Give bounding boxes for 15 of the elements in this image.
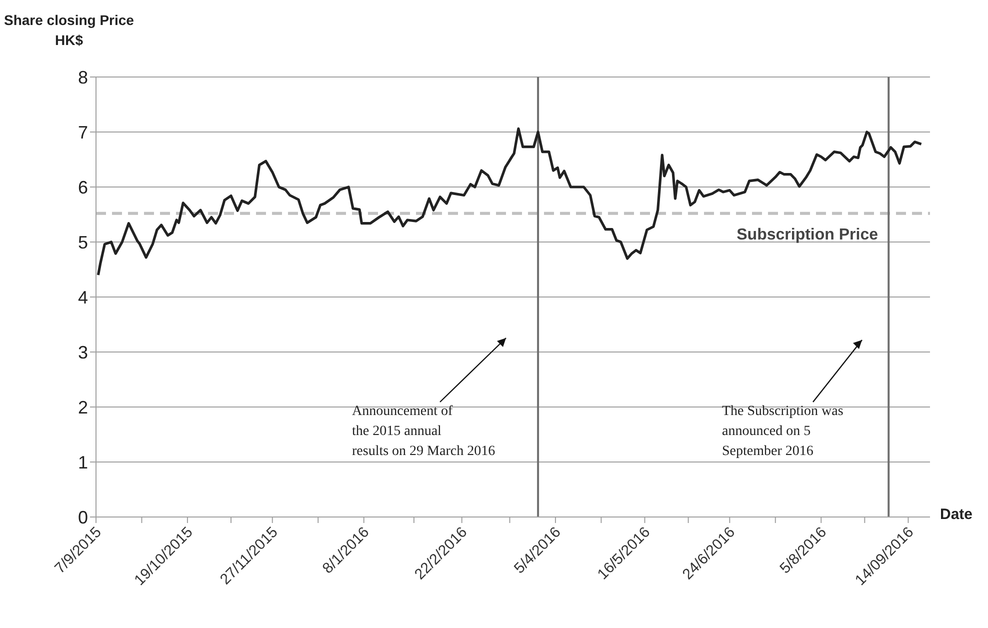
annotation: The Subscription was announced on 5 September 2016: [722, 403, 844, 461]
y-tick-label: 6: [78, 177, 88, 198]
y-tick-label: 0: [78, 507, 88, 528]
ref-line-label: Subscription Price: [736, 226, 878, 244]
y-tick-label: 3: [78, 342, 88, 362]
y-tick-label: 4: [78, 287, 88, 308]
y-tick-label: 5: [78, 232, 88, 252]
y-tick-label: 8: [78, 67, 88, 88]
y-tick-label: 2: [78, 397, 88, 418]
y-axis-title: Share closing Price HK$: [4, 11, 134, 50]
line-series: [96, 127, 923, 276]
x-axis-title: Date: [940, 506, 973, 523]
annotation: Announcement of the 2015 annual results on 29 March 2016: [352, 403, 496, 461]
y-tick-label: 1: [78, 452, 88, 472]
y-tick-label: 7: [78, 122, 88, 142]
